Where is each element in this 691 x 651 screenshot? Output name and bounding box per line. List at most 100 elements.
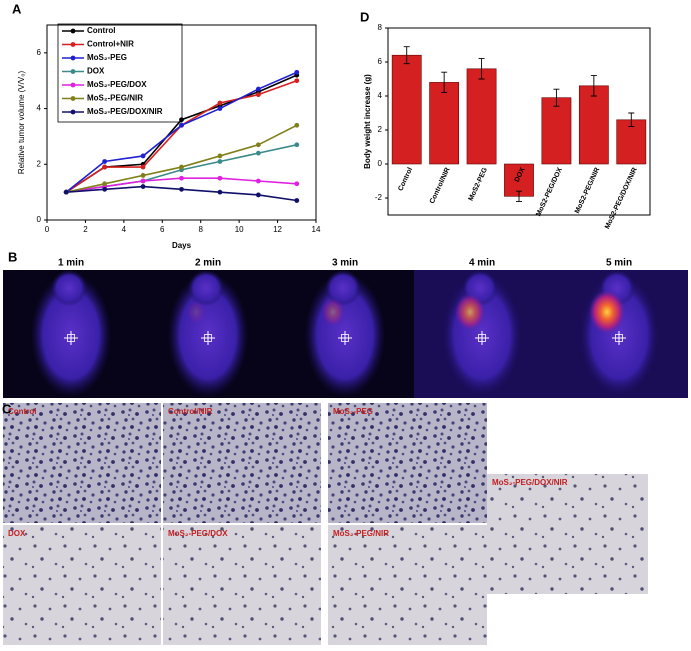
legend-marker — [70, 109, 76, 115]
legend-label: Control+NIR — [87, 40, 134, 49]
crosshair — [475, 331, 489, 345]
legend-label: MoS₂-PEG — [87, 53, 127, 62]
data-point — [294, 69, 300, 75]
mouse-head — [51, 270, 87, 306]
time-label: 1 min — [58, 258, 84, 269]
y-axis-label: Body weight increase (g) — [363, 74, 372, 169]
crosshair — [64, 331, 78, 345]
x-tick-label: Control — [397, 167, 414, 193]
hot-spot — [589, 290, 625, 334]
legend-marker — [70, 28, 76, 34]
bar — [466, 68, 497, 165]
crosshair-box — [204, 334, 212, 342]
x-tick-label: 14 — [312, 225, 321, 234]
image-label: MoS₂-PEG/DOX — [168, 529, 228, 538]
crosshair — [201, 331, 215, 345]
data-point — [179, 122, 184, 128]
y-tick-label: 0 — [37, 215, 42, 224]
y-tick-label: 6 — [378, 57, 383, 66]
data-point — [294, 198, 300, 203]
data-point — [255, 86, 261, 92]
y-axis-label: Relative tumor volume (V/V₀) — [17, 70, 26, 174]
data-point — [140, 184, 146, 189]
x-tick-label: 4 — [122, 225, 127, 234]
panel-label: A — [12, 1, 22, 16]
y-tick-label: 2 — [37, 159, 42, 168]
plot-frame — [46, 24, 317, 221]
time-label: 4 min — [469, 258, 495, 269]
histology-image — [328, 403, 487, 523]
error-bar — [403, 46, 410, 65]
image-label: Control — [8, 407, 36, 416]
y-tick-label: 0 — [378, 159, 383, 168]
bar — [541, 97, 572, 165]
data-point — [217, 189, 223, 195]
image-label: MoS₂-PEG/NIR — [333, 529, 389, 538]
thermal-panel: B 1 min 2 min 3 min 4 min 5 min — [3, 249, 688, 398]
x-tick-label: MoS2-PEG/DOX — [535, 166, 564, 217]
series-line — [66, 124, 298, 193]
error-bar — [516, 190, 522, 202]
data-point — [63, 189, 69, 195]
legend-marker — [70, 82, 76, 88]
data-point — [294, 181, 300, 187]
data-point — [179, 117, 184, 123]
histology-image — [328, 525, 487, 645]
histology-image — [3, 525, 161, 645]
crosshair-box — [67, 334, 75, 342]
data-point — [179, 186, 184, 192]
y-tick-label: 6 — [37, 48, 42, 57]
y-tick-label: 4 — [378, 91, 383, 100]
data-point — [294, 78, 300, 84]
crosshair — [612, 331, 626, 345]
error-bar — [590, 75, 597, 97]
legend-marker — [70, 55, 76, 61]
data-point — [102, 159, 108, 164]
panel-label: B — [8, 249, 17, 264]
data-point — [255, 92, 261, 98]
legend-label: MoS₂-PEG/DOX — [87, 80, 147, 89]
legend-marker — [70, 69, 76, 74]
histology-image — [163, 403, 321, 523]
bar — [578, 85, 609, 165]
time-label: 5 min — [606, 258, 632, 269]
data-point — [140, 173, 146, 178]
error-bar — [628, 112, 635, 128]
bar — [429, 82, 460, 165]
image-label: MoS₂-PEG — [333, 407, 373, 416]
histology-panel: Control Control/NIR MoS₂-PEG DOX MoS₂-PEG/DO… — [2, 401, 648, 645]
error-bar — [478, 58, 485, 80]
data-point — [294, 122, 300, 128]
data-point — [255, 150, 261, 156]
data-point — [179, 164, 184, 170]
mouse-head — [325, 270, 361, 306]
hot-spot — [455, 293, 485, 331]
hot-spot — [186, 300, 206, 324]
data-point — [102, 186, 108, 192]
x-tick-label: 6 — [160, 225, 165, 234]
data-point — [217, 106, 223, 111]
histology-image — [487, 474, 648, 594]
crosshair-box — [615, 334, 623, 342]
panel-label: C — [2, 401, 12, 416]
y-tick-label: 2 — [378, 125, 383, 134]
legend-label: MoS₂-PEG/DOX/NIR — [87, 107, 163, 116]
bar — [616, 119, 647, 165]
data-point — [140, 153, 146, 159]
error-bar — [441, 71, 448, 94]
data-point — [140, 164, 146, 170]
x-tick-label: 2 — [83, 225, 88, 234]
data-point — [255, 192, 261, 198]
crosshair-box — [341, 334, 349, 342]
data-point — [255, 142, 261, 148]
data-point — [217, 159, 223, 164]
time-label: 2 min — [195, 258, 221, 269]
time-label: 3 min — [332, 258, 358, 269]
data-point — [255, 178, 261, 184]
image-label: DOX — [8, 529, 26, 538]
x-tick-label: Control/NIR — [429, 167, 452, 205]
bar — [391, 54, 422, 165]
crosshair-box — [478, 334, 486, 342]
data-point — [217, 175, 223, 181]
data-point — [217, 153, 223, 159]
